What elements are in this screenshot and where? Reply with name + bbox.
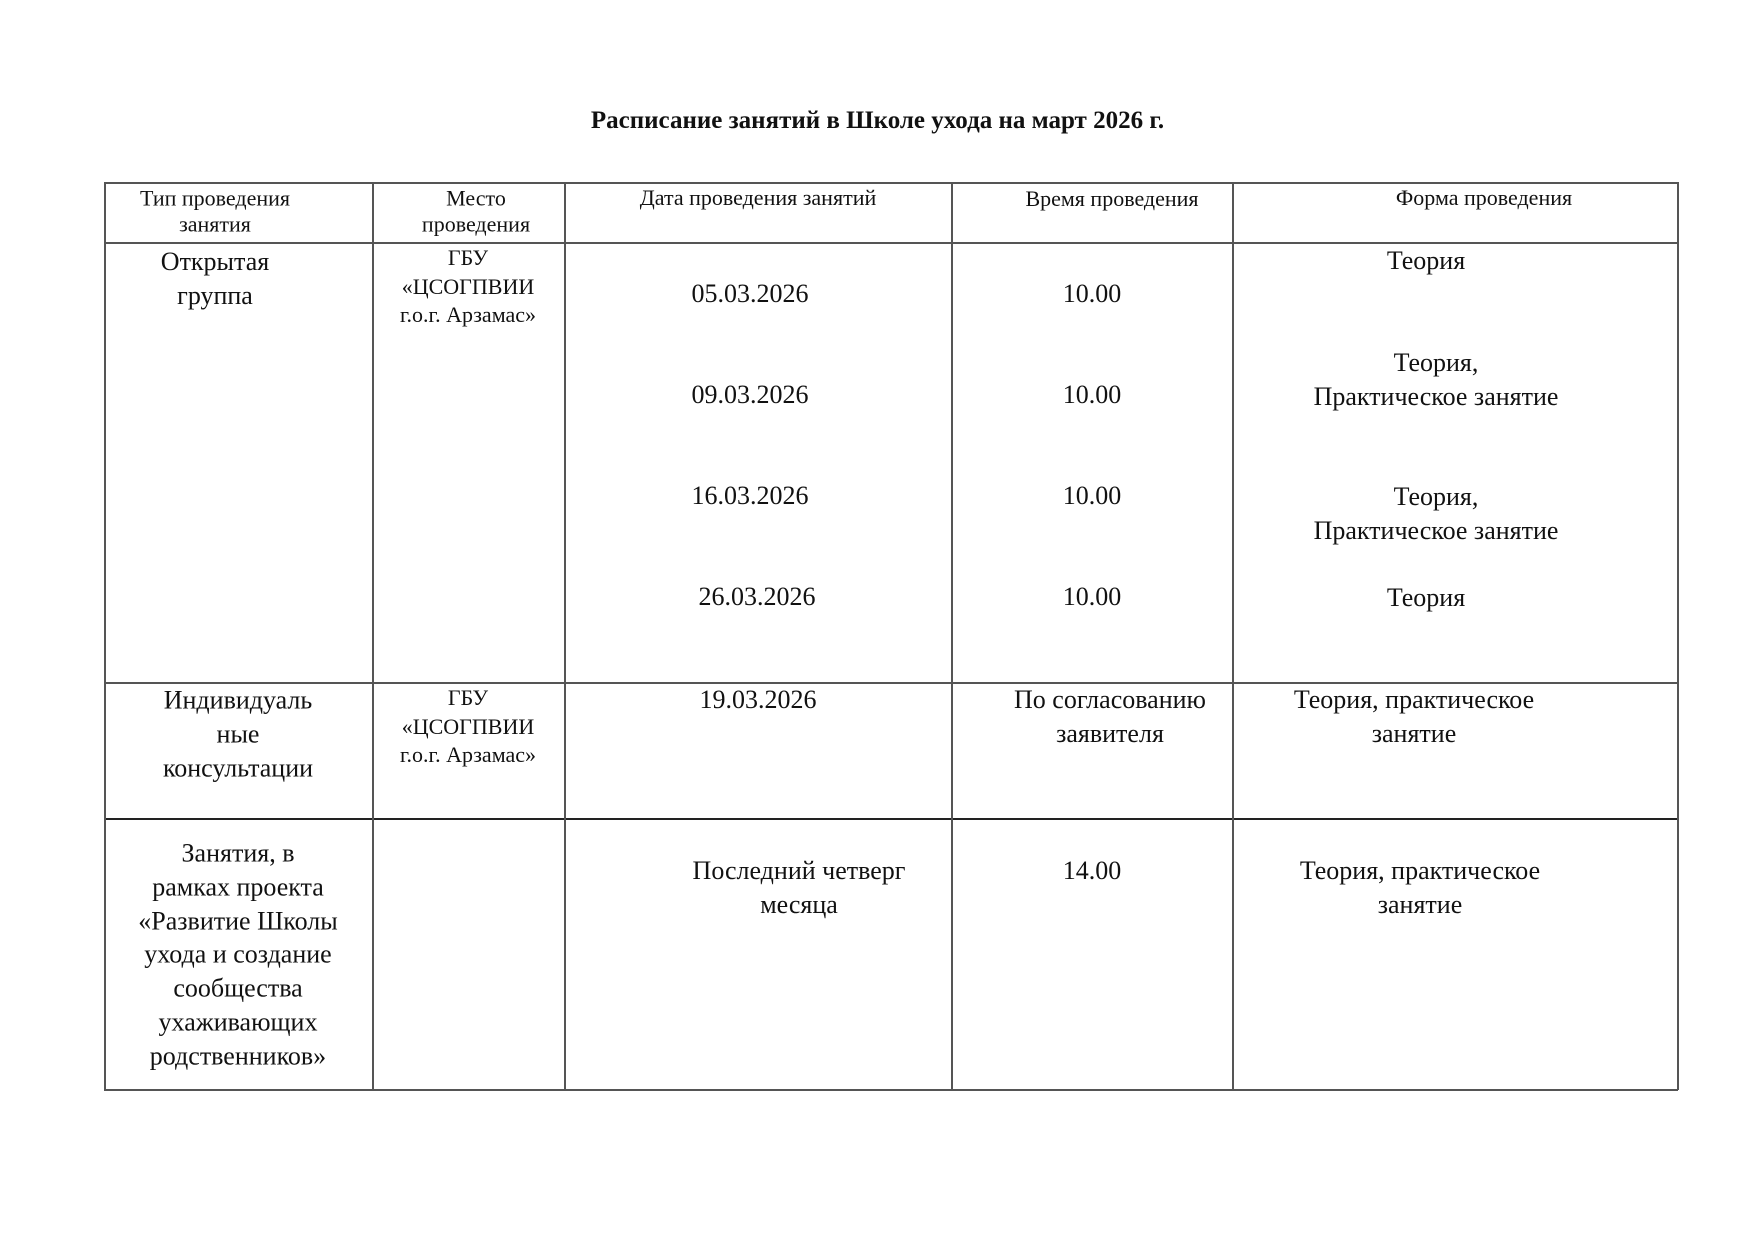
row2-form: Теория, практическое занятие [1293, 685, 1535, 748]
row1-time-3: 10.00 [1062, 481, 1122, 511]
row1-time-4: 10.00 [1062, 582, 1122, 612]
row1-date-2: 09.03.2026 [691, 380, 809, 410]
row3-date: Последний четверг месяца [692, 856, 906, 919]
row1-date-1: 05.03.2026 [691, 279, 809, 309]
header-type: Тип проведения занятия [139, 185, 291, 237]
row3-form: Теория, практическое занятие [1299, 856, 1541, 919]
header-time: Время проведения [1025, 185, 1199, 211]
row2-type: Индивидуаль ные консультации [162, 685, 314, 782]
row2-place: ГБУ «ЦСОГПВИИ г.о.г. Арзамас» [400, 685, 536, 768]
row1-form-3: Теория, Практическое занятие [1313, 482, 1559, 545]
row1-type: Открытая группа [160, 247, 270, 310]
header-place: Место проведения [421, 185, 531, 237]
row2-date: 19.03.2026 [699, 685, 817, 715]
row1-date-4: 26.03.2026 [698, 582, 816, 612]
page-title: Расписание занятий в Школе ухода на март… [590, 107, 1165, 134]
row1-time-2: 10.00 [1062, 380, 1122, 410]
row1-date-3: 16.03.2026 [691, 481, 809, 511]
row1-form-2: Теория, Практическое занятие [1313, 348, 1559, 411]
row3-time: 14.00 [1062, 856, 1122, 886]
row1-place: ГБУ «ЦСОГПВИИ г.о.г. Арзамас» [400, 245, 536, 328]
header-date: Дата проведения занятий [639, 184, 877, 210]
row1-time-1: 10.00 [1062, 279, 1122, 309]
row1-form-1: Теория [1386, 246, 1466, 276]
row1-form-4: Теория [1386, 583, 1466, 613]
row2-time: По согласованию заявителя [1014, 685, 1206, 748]
row3-type: Занятия, в рамках проекта «Развитие Школ… [138, 838, 338, 1071]
header-form: Форма проведения [1395, 184, 1573, 210]
